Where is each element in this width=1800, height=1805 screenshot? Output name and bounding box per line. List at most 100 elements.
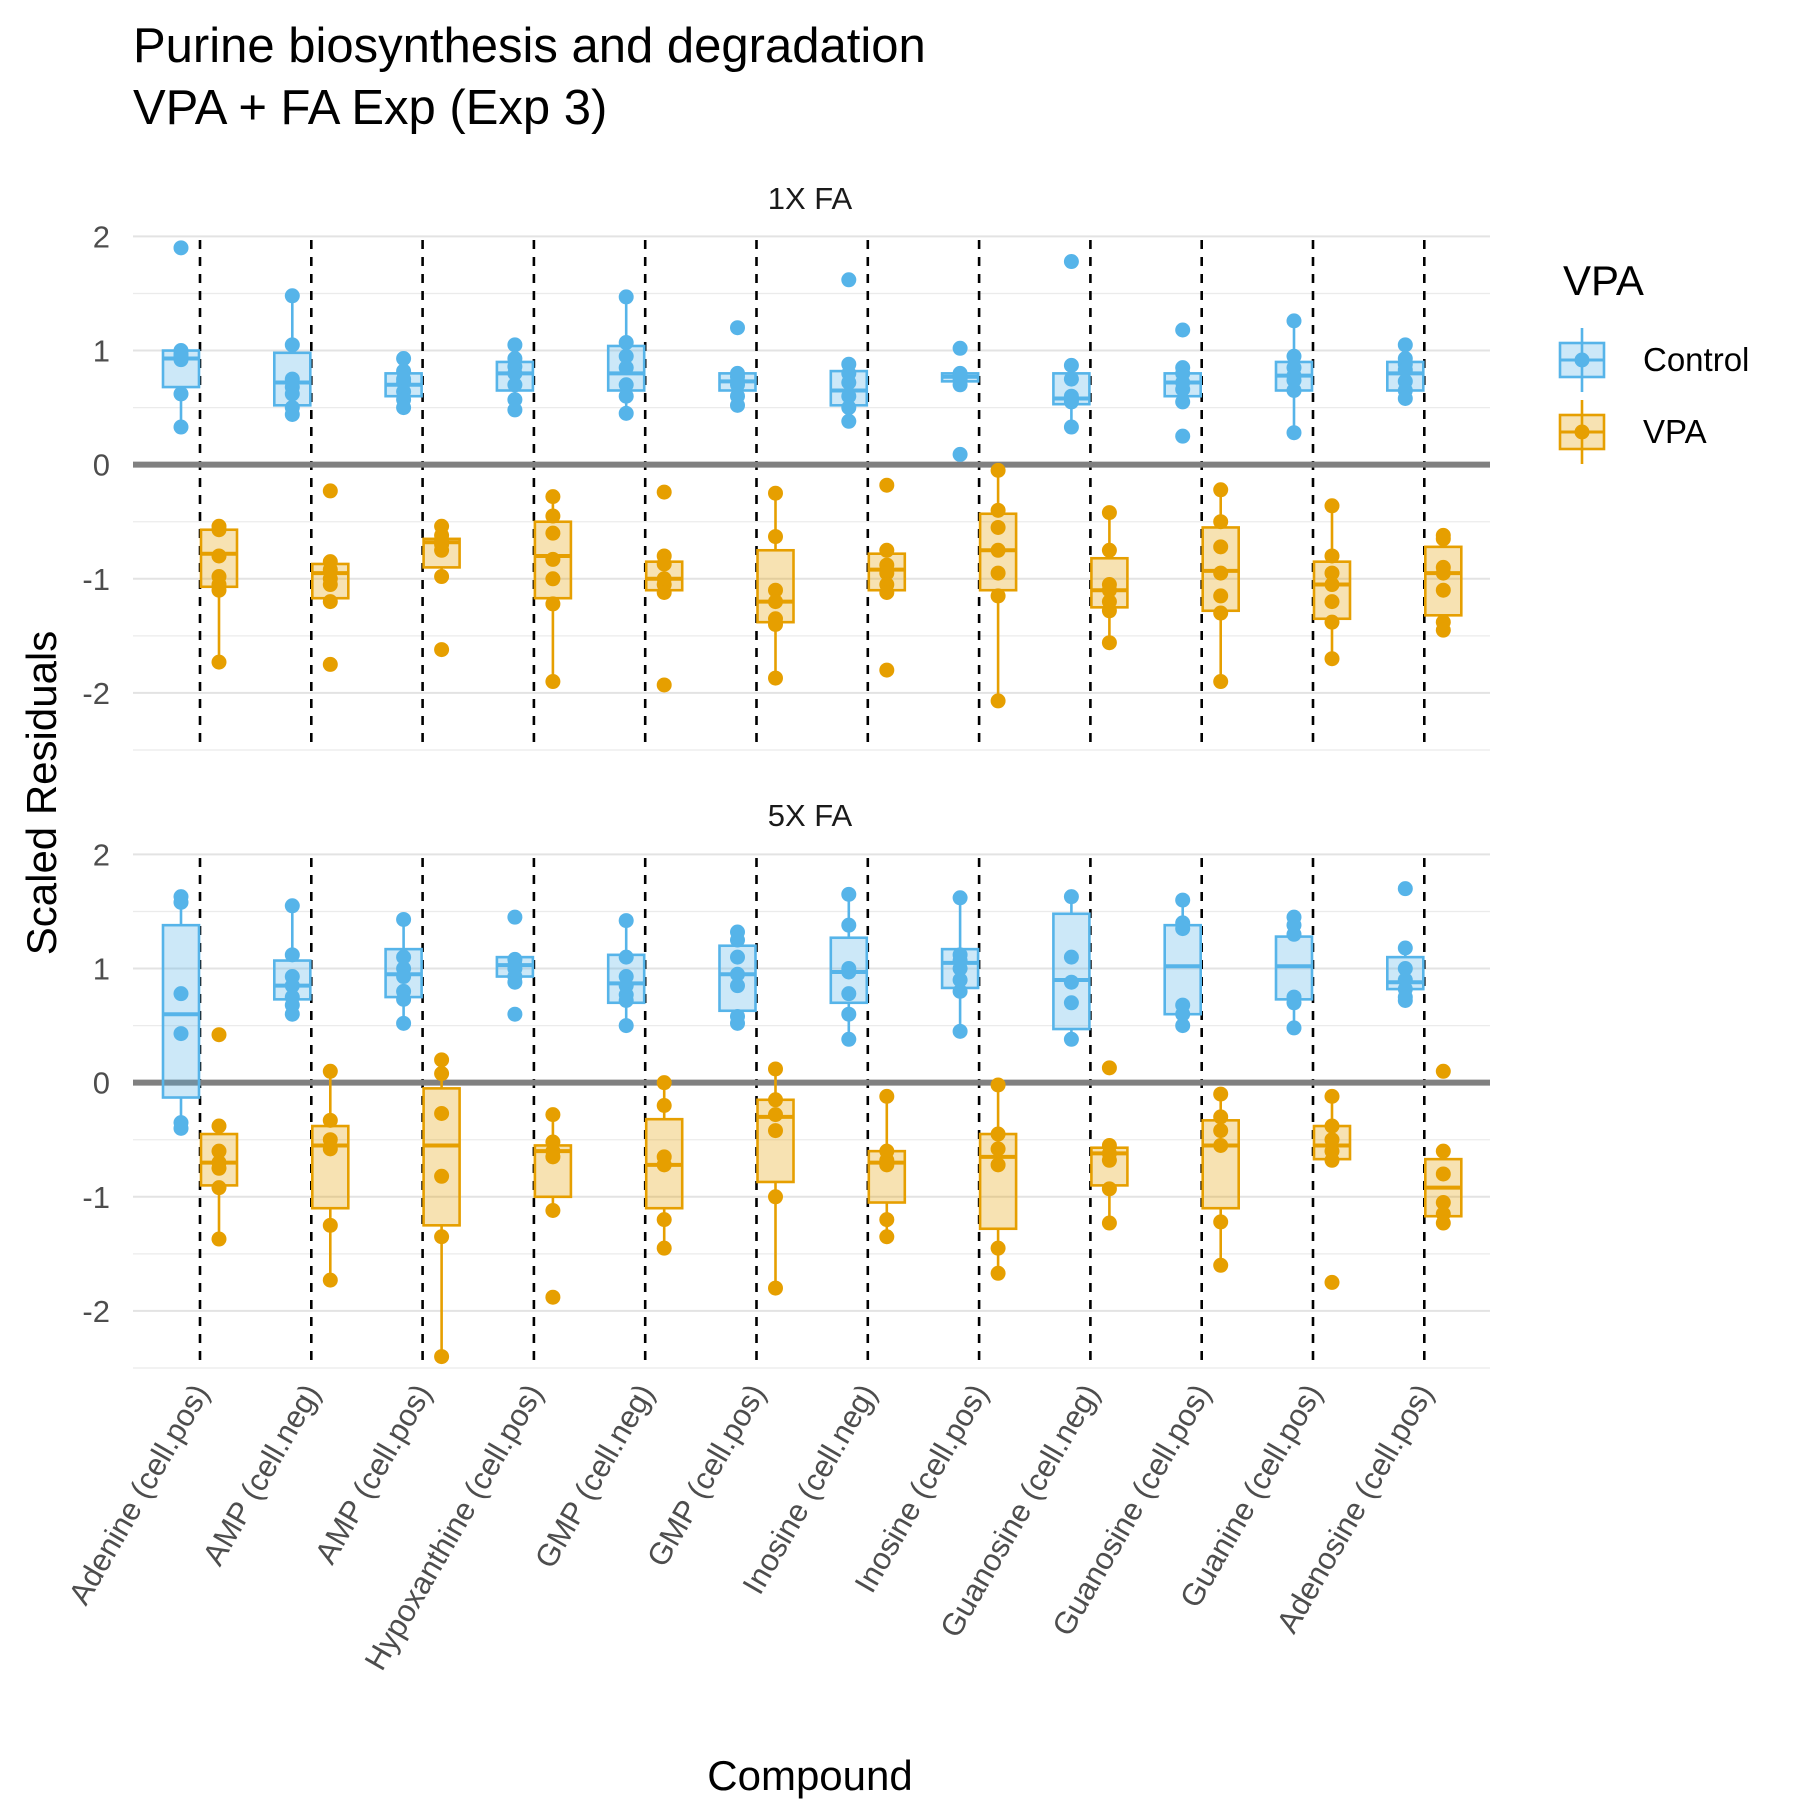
data-point	[656, 677, 672, 693]
box-vpa-7	[867, 477, 907, 678]
data-point	[618, 1018, 634, 1034]
data-point	[1213, 588, 1229, 604]
data-point	[879, 477, 895, 493]
data-point	[1063, 254, 1079, 270]
data-point	[1324, 548, 1340, 564]
data-point	[434, 642, 450, 658]
y-tick-label: 2	[93, 219, 110, 254]
x-tick-labels: Adenine (cell.pos)AMP (cell.neg)AMP (cel…	[62, 1378, 1441, 1676]
data-point	[173, 352, 189, 368]
data-point	[768, 485, 783, 501]
data-point	[1213, 1257, 1229, 1273]
data-point	[507, 974, 523, 990]
data-point	[1286, 425, 1302, 441]
data-point	[1324, 498, 1340, 514]
box-control-3	[384, 351, 423, 416]
data-point	[322, 1217, 338, 1233]
data-point	[284, 386, 300, 402]
data-point	[284, 288, 300, 304]
box-control-2	[272, 898, 312, 1022]
data-point	[322, 656, 338, 672]
data-point	[1286, 313, 1302, 329]
data-point	[545, 1149, 561, 1165]
data-point	[1324, 1274, 1340, 1290]
data-point	[1213, 565, 1229, 581]
data-point	[730, 397, 745, 413]
legend-key-point	[1574, 424, 1590, 440]
data-point	[1213, 539, 1229, 555]
legend-entries: Control VPA	[1558, 328, 1749, 464]
data-point	[879, 1157, 895, 1173]
data-point	[1101, 1215, 1117, 1231]
box-control-4	[495, 337, 535, 418]
data-point	[1324, 565, 1340, 581]
data-point	[545, 551, 561, 567]
data-point	[730, 978, 745, 994]
data-point	[952, 961, 968, 977]
box-vpa-12	[1424, 527, 1463, 638]
data-point	[656, 1157, 672, 1173]
panel-strip-label: 5X FA	[768, 798, 853, 833]
data-point	[618, 913, 634, 929]
legend-key-point	[1574, 352, 1590, 368]
data-point	[1324, 1132, 1340, 1148]
data-point	[618, 405, 634, 421]
data-point	[1063, 357, 1079, 373]
data-point	[841, 986, 857, 1002]
y-tick-label: 0	[93, 448, 110, 483]
data-point	[618, 360, 634, 376]
data-point	[841, 388, 857, 404]
data-point	[990, 502, 1006, 518]
data-point	[618, 388, 634, 404]
box-control-2	[272, 288, 312, 422]
box-control-12	[1386, 881, 1425, 1008]
data-point	[990, 1077, 1006, 1093]
box-control-6	[718, 924, 757, 1031]
data-point	[1324, 614, 1340, 630]
x-tick-label: AMP (cell.pos)	[308, 1378, 439, 1570]
data-point	[396, 969, 412, 985]
box-vpa-5	[644, 484, 684, 693]
data-point	[507, 392, 523, 408]
box-control-10	[1163, 322, 1202, 444]
legend: VPA Control VPA	[1558, 257, 1749, 464]
box-vpa-1	[199, 1027, 239, 1247]
y-tick-label: 0	[93, 1066, 110, 1101]
box-vpa-1	[199, 518, 239, 670]
box-control-1	[161, 240, 201, 435]
data-point	[434, 1066, 450, 1082]
box-vpa-3	[422, 518, 461, 658]
x-tick-label: GMP (cell.pos)	[640, 1378, 773, 1573]
data-point	[879, 565, 895, 581]
data-point	[768, 670, 783, 686]
data-point	[990, 565, 1006, 581]
box-control-11	[1274, 313, 1314, 441]
data-point	[1063, 889, 1079, 905]
data-point	[322, 577, 338, 593]
chart-title: Purine biosynthesis and degradation	[133, 19, 926, 73]
panel-1: 1X FA -2 -1 0 1 2	[82, 181, 1490, 751]
data-point	[322, 1272, 338, 1288]
data-point	[173, 419, 189, 435]
data-point	[211, 522, 227, 538]
data-point	[952, 340, 968, 356]
y-tick-label: -2	[82, 1294, 110, 1329]
data-point	[1324, 1118, 1340, 1134]
data-point	[173, 1026, 189, 1042]
data-point	[211, 1143, 227, 1159]
chart-subtitle: VPA + FA Exp (Exp 3)	[133, 81, 607, 135]
legend-item-vpa: VPA	[1558, 400, 1707, 464]
data-point	[1324, 1088, 1340, 1104]
box-iqr	[1424, 545, 1463, 617]
x-tick-label: AMP (cell.neg)	[196, 1378, 328, 1571]
data-point	[1324, 577, 1340, 593]
data-point	[990, 1126, 1006, 1142]
legend-label: Control	[1643, 341, 1749, 378]
data-point	[284, 406, 300, 422]
data-point	[211, 654, 227, 670]
data-point	[841, 964, 857, 980]
data-point	[545, 1289, 561, 1305]
data-point	[545, 489, 561, 505]
box-vpa-6	[756, 485, 795, 686]
data-point	[990, 1141, 1006, 1157]
